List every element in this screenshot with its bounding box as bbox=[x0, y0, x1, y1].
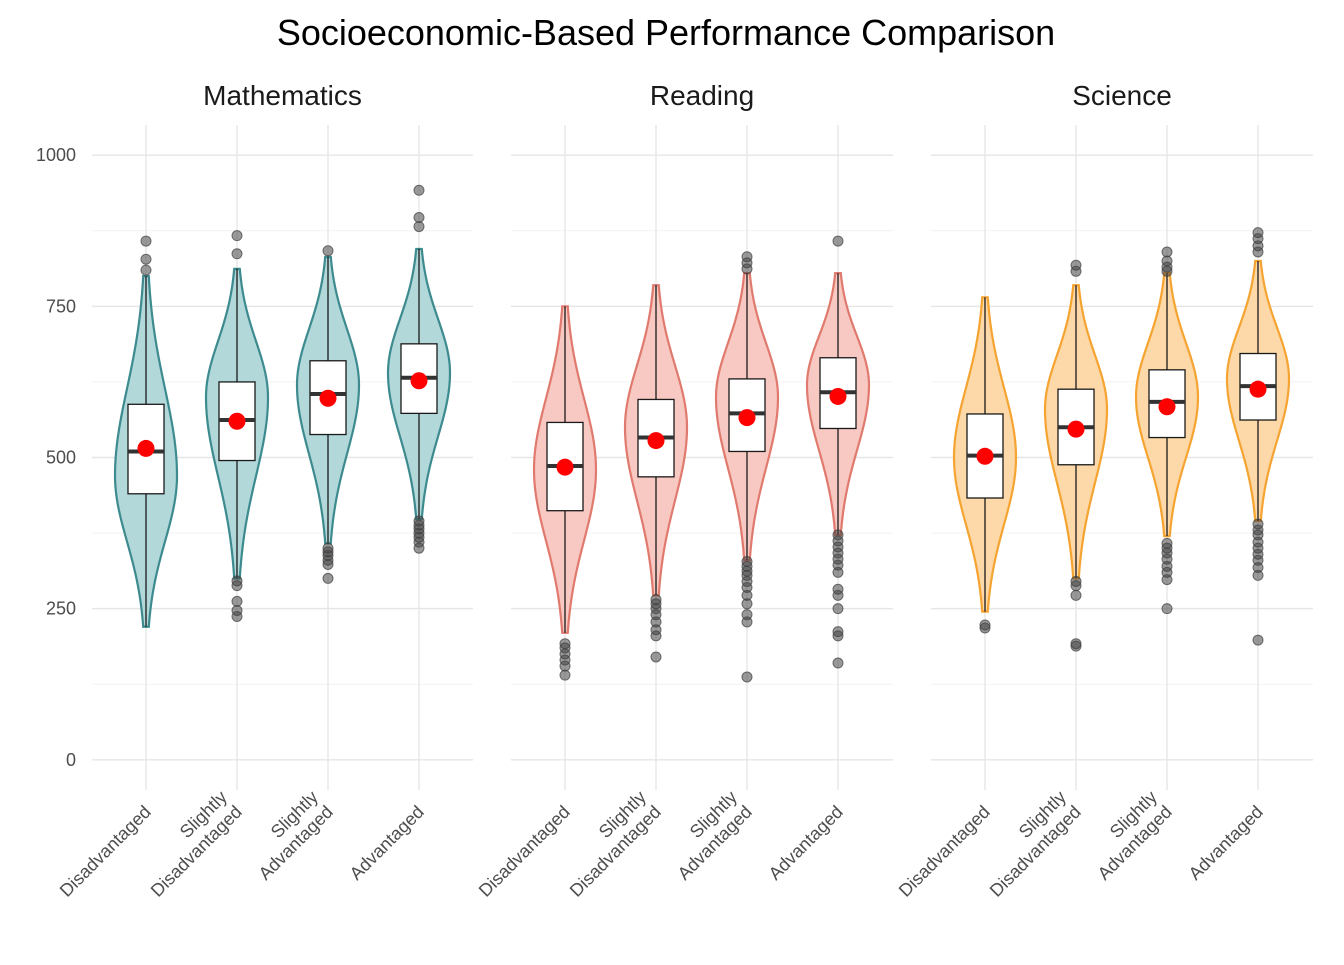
outlier-point bbox=[832, 626, 844, 638]
outlier-point bbox=[979, 619, 991, 631]
violin-group: Disadvantaged bbox=[895, 296, 1018, 901]
outlier-point bbox=[559, 638, 571, 650]
outlier-point bbox=[1070, 638, 1082, 650]
outlier-point bbox=[559, 669, 571, 681]
y-axis: 0 250 500 750 1000 bbox=[36, 145, 76, 770]
x-tick-label: Advantaged bbox=[1185, 802, 1267, 884]
x-tick-label-line: Advantaged bbox=[1185, 802, 1267, 884]
outlier-point bbox=[322, 542, 334, 554]
outlier-point bbox=[231, 595, 243, 607]
outlier-point bbox=[140, 253, 152, 265]
outlier-point bbox=[1070, 259, 1082, 271]
outlier-point bbox=[140, 264, 152, 276]
outlier-point bbox=[322, 245, 334, 257]
x-tick-label: Disadvantaged bbox=[56, 802, 155, 901]
x-tick-label: Advantaged bbox=[765, 802, 847, 884]
violin-group: Advantaged bbox=[1185, 227, 1291, 884]
violin-group: SlightlyAdvantaged bbox=[659, 251, 780, 884]
violin-group: Disadvantaged bbox=[56, 235, 179, 901]
outlier-point bbox=[322, 572, 334, 584]
y-tick-label: 750 bbox=[46, 296, 76, 316]
y-tick-label: 0 bbox=[66, 750, 76, 770]
mean-point bbox=[556, 458, 574, 476]
outlier-point bbox=[231, 248, 243, 260]
outlier-point bbox=[741, 671, 753, 683]
facet-panel-reading: Reading Disadvantaged SlightlyDisadvantage… bbox=[475, 80, 893, 901]
mean-point bbox=[319, 389, 337, 407]
outlier-point bbox=[832, 657, 844, 669]
mean-point bbox=[228, 412, 246, 430]
x-tick-label: SlightlyAdvantaged bbox=[659, 787, 756, 884]
outlier-point bbox=[741, 555, 753, 567]
outlier-point bbox=[413, 515, 425, 527]
mean-point bbox=[1158, 398, 1176, 416]
outlier-point bbox=[832, 529, 844, 541]
y-tick-label: 250 bbox=[46, 599, 76, 619]
mean-point bbox=[647, 432, 665, 450]
outlier-point bbox=[140, 235, 152, 247]
facet-title: Mathematics bbox=[203, 80, 362, 111]
outlier-point bbox=[650, 594, 662, 606]
mean-point bbox=[410, 372, 428, 390]
facet-panel-science: Science Disadvantaged SlightlyDisadvantage… bbox=[895, 80, 1313, 901]
outlier-point bbox=[231, 230, 243, 242]
outlier-point bbox=[1252, 227, 1264, 239]
violin-group: Advantaged bbox=[765, 235, 871, 884]
outlier-point bbox=[413, 211, 425, 223]
x-tick-label: Advantaged bbox=[346, 802, 428, 884]
outlier-point bbox=[832, 603, 844, 615]
outlier-point bbox=[231, 575, 243, 587]
outlier-point bbox=[1161, 603, 1173, 615]
outlier-point bbox=[741, 609, 753, 621]
facet-title: Science bbox=[1072, 80, 1172, 111]
outlier-point bbox=[231, 604, 243, 616]
mean-point bbox=[1249, 380, 1267, 398]
mean-point bbox=[137, 439, 155, 457]
chart-title: Socioeconomic-Based Performance Comparis… bbox=[277, 12, 1055, 53]
violin-group: SlightlyAdvantaged bbox=[1079, 246, 1200, 884]
outlier-point bbox=[1252, 634, 1264, 646]
x-tick-label: Disadvantaged bbox=[475, 802, 574, 901]
x-tick-label: SlightlyAdvantaged bbox=[1079, 787, 1176, 884]
x-tick-label: SlightlyAdvantaged bbox=[240, 787, 337, 884]
outlier-point bbox=[1070, 575, 1082, 587]
mean-point bbox=[738, 409, 756, 427]
facet-panel-mathematics: Mathematics Disadvantaged SlightlyDisadvan… bbox=[56, 80, 473, 901]
x-tick-label-line: Advantaged bbox=[765, 802, 847, 884]
y-tick-label: 500 bbox=[46, 448, 76, 468]
violin-group: SlightlyAdvantaged bbox=[240, 245, 361, 884]
outlier-point bbox=[741, 251, 753, 263]
x-tick-label-line: Disadvantaged bbox=[475, 802, 574, 901]
violin-group: Disadvantaged bbox=[475, 305, 598, 901]
x-tick-label: SlightlyDisadvantaged bbox=[132, 787, 246, 901]
x-tick-label: SlightlyDisadvantaged bbox=[971, 787, 1085, 901]
outlier-point bbox=[650, 651, 662, 663]
x-tick-label-line: Disadvantaged bbox=[56, 802, 155, 901]
mean-point bbox=[1067, 420, 1085, 438]
facet-title: Reading bbox=[650, 80, 754, 111]
y-tick-label: 1000 bbox=[36, 145, 76, 165]
outlier-point bbox=[832, 583, 844, 595]
x-tick-label: SlightlyDisadvantaged bbox=[551, 787, 665, 901]
outlier-point bbox=[1161, 246, 1173, 258]
x-tick-label: Disadvantaged bbox=[895, 802, 994, 901]
mean-point bbox=[976, 447, 994, 465]
outlier-point bbox=[413, 184, 425, 196]
outlier-point bbox=[1070, 589, 1082, 601]
outlier-point bbox=[1161, 537, 1173, 549]
mean-point bbox=[829, 387, 847, 405]
x-tick-label-line: Advantaged bbox=[346, 802, 428, 884]
violin-group: Advantaged bbox=[346, 184, 452, 884]
outlier-point bbox=[832, 235, 844, 247]
outlier-point bbox=[1252, 518, 1264, 530]
outlier-point bbox=[1161, 255, 1173, 267]
outlier-point bbox=[413, 221, 425, 233]
x-tick-label-line: Disadvantaged bbox=[895, 802, 994, 901]
